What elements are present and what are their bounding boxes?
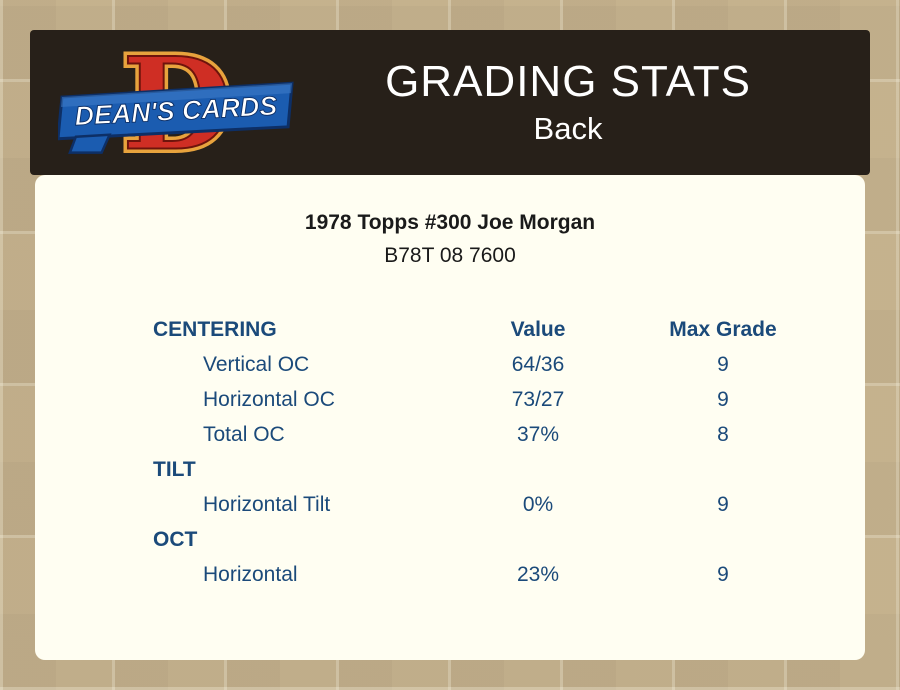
card-code: B78T 08 7600	[384, 244, 516, 267]
logo-ribbon-tail	[68, 132, 112, 154]
table-header-row: CENTERING Value Max Grade	[153, 312, 865, 347]
section-label-tilt: TILT	[153, 457, 196, 481]
table-row: Vertical OC 64/36 9	[153, 347, 865, 382]
grading-stats-table: CENTERING Value Max Grade Vertical OC 64…	[35, 312, 865, 592]
row-value: 37%	[516, 422, 560, 446]
table-row: Horizontal 23% 9	[153, 557, 865, 592]
table-row: Total OC 37% 8	[153, 417, 865, 452]
row-max-grade: 9	[717, 352, 729, 376]
section-label-centering: CENTERING	[153, 317, 277, 341]
row-value: 23%	[516, 562, 560, 586]
row-label: Horizontal OC	[203, 387, 335, 411]
column-header-max-grade: Max Grade	[669, 317, 777, 341]
table-section-row: OCT	[153, 522, 865, 557]
deans-cards-logo-graphic: D D DEAN'S CARDS	[56, 25, 294, 183]
row-max-grade: 9	[717, 492, 729, 516]
row-label: Horizontal Tilt	[203, 492, 331, 516]
row-value: 64/36	[511, 352, 565, 376]
header-bar: D D DEAN'S CARDS GRADING STATS Back	[30, 25, 870, 183]
column-header-value: Value	[510, 317, 566, 341]
row-max-grade: 9	[717, 562, 729, 586]
row-max-grade: 8	[717, 422, 729, 446]
table-section-row: TILT	[153, 452, 865, 487]
row-label: Horizontal	[203, 562, 298, 586]
row-max-grade: 9	[717, 387, 729, 411]
logo-ribbon-highlight	[60, 82, 293, 107]
table-row: Horizontal OC 73/27 9	[153, 382, 865, 417]
section-label-oct: OCT	[153, 527, 198, 551]
row-label: Total OC	[203, 422, 285, 446]
page-subtitle: Back	[533, 110, 603, 146]
row-value: 73/27	[511, 387, 565, 411]
deans-cards-logo: D D DEAN'S CARDS	[56, 25, 296, 183]
card-title: 1978 Topps #300 Joe Morgan	[304, 211, 596, 234]
page-title: GRADING STATS	[385, 57, 751, 107]
row-label: Vertical OC	[203, 352, 310, 376]
stats-panel: 1978 Topps #300 Joe Morgan B78T 08 7600 …	[35, 175, 865, 660]
header-text: GRADING STATS Back	[296, 57, 870, 146]
table-row: Horizontal Tilt 0% 9	[153, 487, 865, 522]
row-value: 0%	[522, 492, 554, 516]
